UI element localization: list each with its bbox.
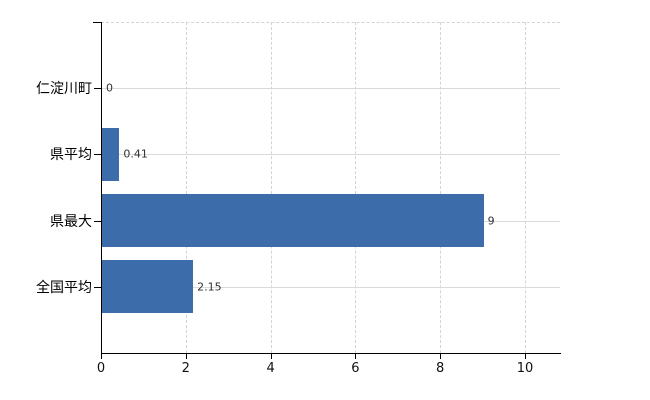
y-axis-end-tick bbox=[93, 22, 101, 23]
y-tick bbox=[94, 286, 101, 288]
category-label: 県最大 bbox=[50, 213, 92, 230]
x-tick-label: 10 bbox=[516, 361, 534, 376]
h-gridline bbox=[102, 154, 560, 156]
plot-top-border bbox=[101, 22, 560, 23]
x-tick-label: 2 bbox=[181, 361, 190, 376]
x-tick-label: 0 bbox=[96, 361, 106, 376]
category-label: 仁淀川町 bbox=[36, 81, 92, 98]
x-tick bbox=[440, 354, 442, 359]
v-gridline bbox=[355, 22, 357, 353]
x-axis-line bbox=[101, 353, 561, 354]
x-tick bbox=[101, 354, 102, 359]
x-tick-label: 6 bbox=[351, 361, 360, 376]
bar[interactable] bbox=[102, 194, 484, 248]
v-gridline bbox=[185, 22, 187, 353]
x-tick bbox=[525, 354, 526, 359]
bar[interactable] bbox=[102, 260, 194, 314]
x-tick bbox=[185, 354, 187, 359]
bar-value-label: 9 bbox=[487, 214, 495, 228]
x-tick-label: 8 bbox=[436, 361, 445, 376]
category-label: 全国平均 bbox=[36, 279, 92, 296]
bar-value-label: 2.15 bbox=[197, 280, 222, 294]
bar[interactable] bbox=[102, 127, 120, 181]
bar-value-label: 0.41 bbox=[123, 147, 148, 161]
x-tick bbox=[270, 354, 272, 359]
y-tick bbox=[94, 220, 101, 222]
y-tick bbox=[94, 88, 101, 90]
v-gridline bbox=[270, 22, 272, 353]
x-tick-label: 4 bbox=[266, 361, 275, 376]
x-tick bbox=[355, 354, 357, 359]
y-tick bbox=[94, 154, 101, 156]
h-gridline bbox=[102, 286, 560, 288]
h-gridline bbox=[102, 88, 560, 90]
category-label: 県平均 bbox=[50, 147, 92, 164]
v-gridline bbox=[525, 22, 526, 353]
bar-value-label: 0 bbox=[106, 81, 113, 95]
y-axis-line bbox=[101, 22, 102, 353]
v-gridline bbox=[440, 22, 442, 353]
